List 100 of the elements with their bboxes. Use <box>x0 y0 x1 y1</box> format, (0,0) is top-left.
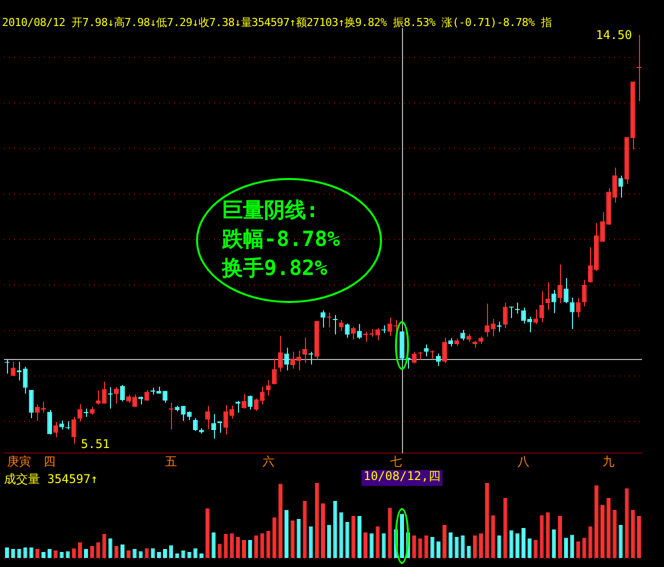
candlestick <box>436 353 441 366</box>
bar <box>370 533 374 558</box>
bar <box>254 536 258 558</box>
annotation: 5.51 <box>80 436 110 451</box>
candlestick <box>211 414 216 440</box>
bar <box>630 510 635 558</box>
bar <box>314 483 319 558</box>
candlestick <box>350 326 356 340</box>
candlestick <box>320 310 326 328</box>
bar <box>333 501 338 558</box>
candlestick <box>47 410 52 436</box>
x-tick-label: 九 <box>602 454 615 469</box>
bar <box>17 549 22 558</box>
candlestick <box>278 335 283 372</box>
bar <box>606 498 611 558</box>
bar <box>528 538 532 558</box>
bar <box>272 518 276 558</box>
candlestick <box>205 405 210 430</box>
candlestick <box>484 303 490 338</box>
bar <box>522 528 526 558</box>
bar <box>84 549 88 558</box>
candlestick <box>564 278 568 304</box>
candlestick <box>248 394 253 410</box>
candlestick <box>490 318 496 337</box>
bar <box>588 526 592 558</box>
candlestick <box>71 416 76 444</box>
bar <box>150 548 155 558</box>
candlestick <box>28 389 34 419</box>
bar <box>472 536 477 558</box>
bar <box>302 501 307 558</box>
bar <box>11 549 16 558</box>
bar <box>534 540 538 558</box>
bar <box>460 536 465 558</box>
bar <box>382 533 386 558</box>
candlestick <box>59 420 64 430</box>
bar <box>448 532 453 558</box>
bar <box>412 536 416 558</box>
bar <box>576 542 580 558</box>
bar <box>206 508 210 558</box>
bar <box>454 537 459 558</box>
candlestick <box>34 404 40 422</box>
bar <box>466 546 471 558</box>
bar <box>102 534 106 558</box>
bar <box>636 516 641 558</box>
bar <box>430 537 434 558</box>
bar <box>424 536 428 558</box>
bar <box>29 548 34 558</box>
bar <box>23 548 28 558</box>
bar <box>491 515 496 558</box>
bar <box>436 542 440 558</box>
bar <box>339 512 344 558</box>
candlestick <box>10 361 16 376</box>
bar <box>478 533 483 558</box>
bar <box>230 533 234 558</box>
x-tick-label: 四 <box>44 454 56 469</box>
bar <box>624 488 629 558</box>
bar <box>388 508 392 558</box>
bar <box>552 530 556 558</box>
bar <box>144 548 149 558</box>
bar <box>320 503 326 558</box>
candlestick <box>272 358 277 386</box>
bar <box>558 516 562 558</box>
bar <box>181 550 186 558</box>
candlestick <box>132 394 138 408</box>
bar <box>351 516 356 558</box>
annotation: 2010/08/12 开7.98↓高7.98↓低7.29↓收7.38↓量354597↑额27103↑换9.82% 振8.53% 涨(-0.71)-8.78% 指 <box>2 15 552 30</box>
bar <box>114 546 118 558</box>
candlestick <box>412 351 417 364</box>
candlestick <box>168 402 174 430</box>
bar <box>308 526 313 558</box>
x-tick-label: 五 <box>165 454 178 469</box>
bar <box>364 532 368 558</box>
bar <box>612 510 617 558</box>
bar <box>345 522 350 558</box>
chart-title: 成交量 354597↑ <box>4 471 98 488</box>
bar <box>327 525 332 558</box>
candlestick <box>357 324 362 340</box>
candlestick <box>78 404 82 422</box>
bar <box>564 538 568 558</box>
bar <box>126 550 131 558</box>
candlestick <box>53 421 58 438</box>
bar <box>266 531 270 558</box>
candlestick <box>600 212 605 242</box>
candlestick <box>533 308 538 325</box>
bar <box>570 534 574 558</box>
candlestick <box>108 386 113 410</box>
bar <box>485 483 490 558</box>
x-tick-label: 八 <box>518 454 530 469</box>
bar <box>224 534 228 558</box>
bar <box>503 498 508 558</box>
candlestick <box>442 337 447 364</box>
candlestick <box>521 307 526 324</box>
bar <box>169 545 174 558</box>
bar <box>54 550 58 558</box>
bar <box>218 544 222 558</box>
candlestick <box>284 347 289 371</box>
bar <box>418 538 422 558</box>
candlestick <box>558 264 562 304</box>
bar <box>138 551 143 558</box>
candlestick <box>192 418 198 432</box>
